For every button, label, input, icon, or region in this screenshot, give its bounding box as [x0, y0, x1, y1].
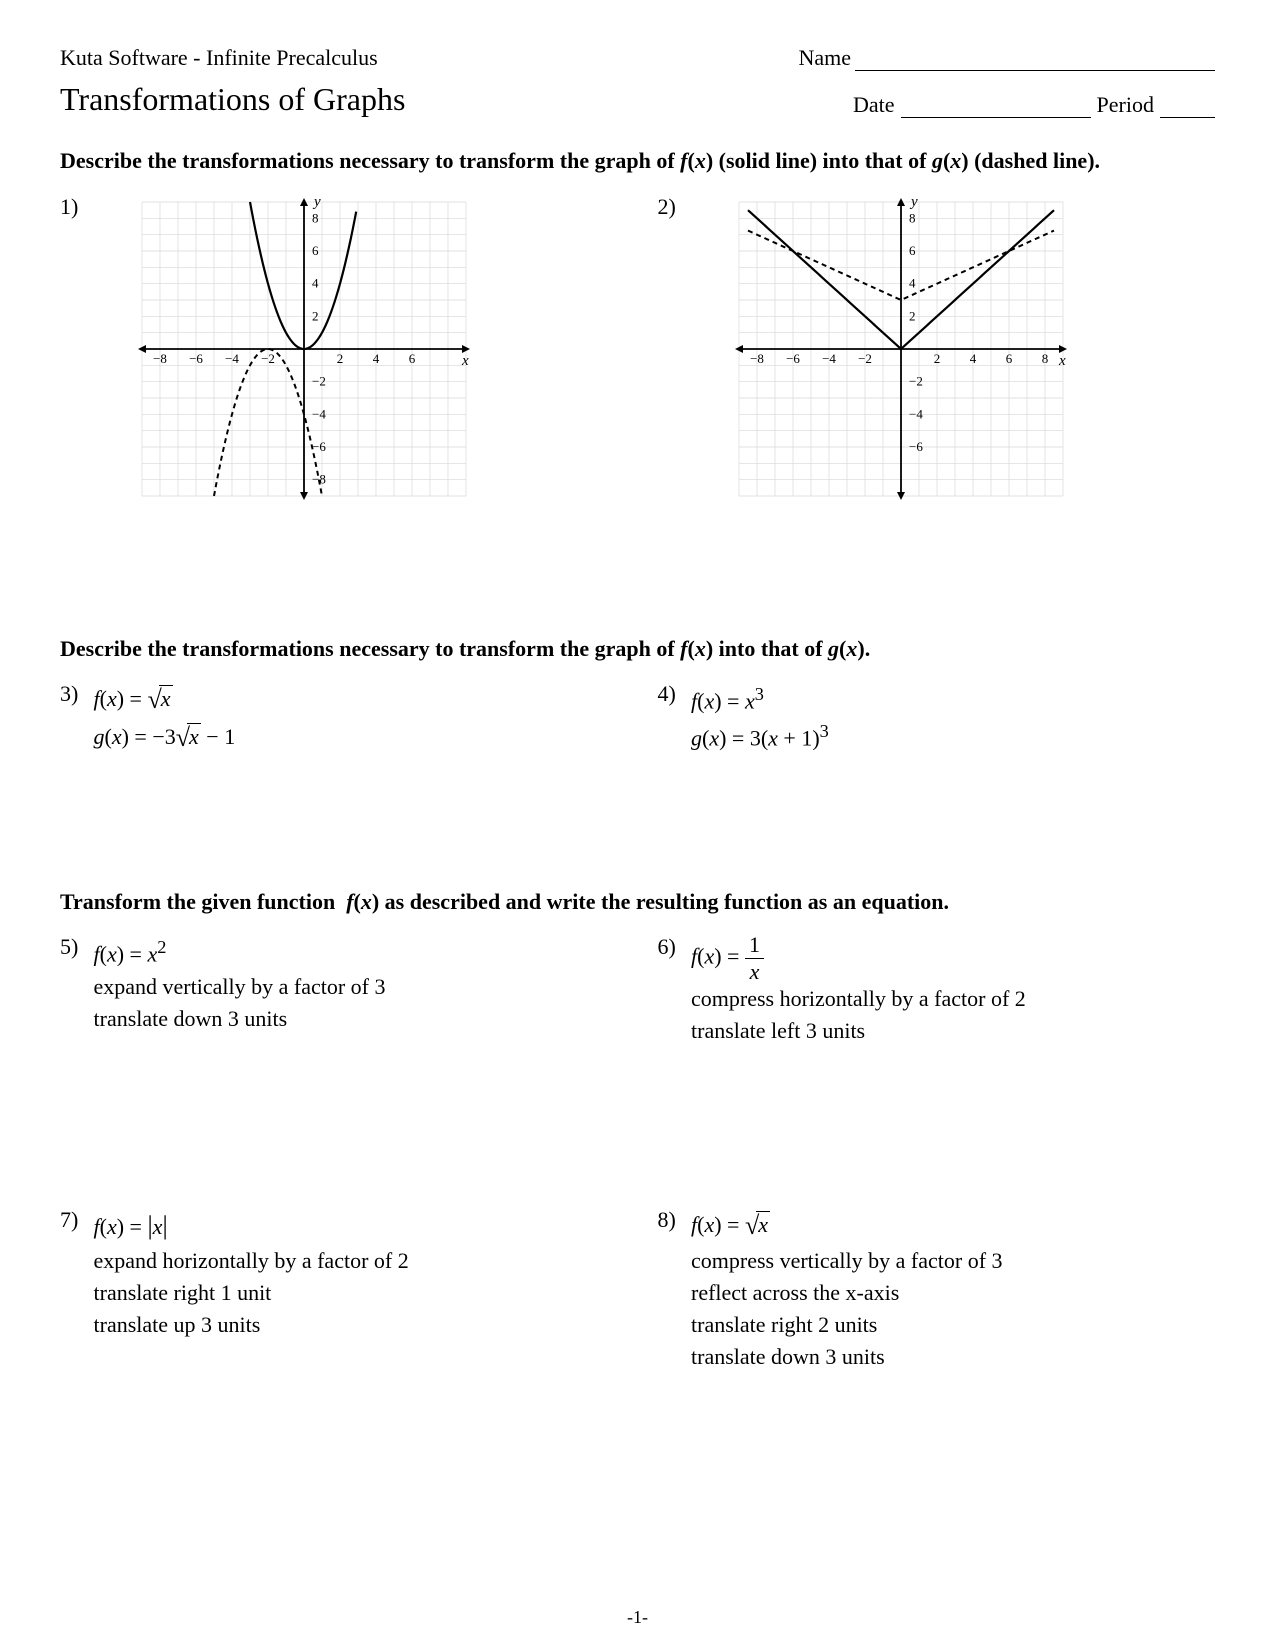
transform-line: compress horizontally by a factor of 2 [691, 983, 1026, 1015]
period-label: Period [1097, 92, 1154, 118]
name-blank-line[interactable] [855, 70, 1215, 71]
problem-number: 2) [658, 194, 686, 220]
name-label: Name [798, 45, 851, 71]
problem-3: 3) f(x) = √x g(x) = −3√x − 1 [60, 681, 618, 756]
svg-text:2: 2 [312, 308, 319, 323]
transform-row-1: 5) f(x) = x2 expand vertically by a fact… [60, 934, 1215, 1047]
svg-text:−2: −2 [261, 351, 275, 366]
svg-text:−4: −4 [225, 351, 239, 366]
name-field: Name [798, 45, 1215, 71]
transform-line: translate left 3 units [691, 1015, 1026, 1047]
svg-text:−2: −2 [858, 351, 872, 366]
svg-text:x: x [1058, 353, 1066, 369]
transform-line: translate down 3 units [94, 1003, 386, 1035]
svg-text:4: 4 [312, 275, 319, 290]
problem-number: 7) [60, 1207, 88, 1233]
x-italic: x [695, 148, 706, 173]
page-number: -1- [627, 1607, 648, 1628]
problem-4: 4) f(x) = x3 g(x) = 3(x + 1)3 [658, 681, 1216, 756]
svg-text:−2: −2 [312, 373, 326, 388]
fraction-denominator: x [745, 959, 764, 983]
svg-text:y: y [312, 194, 321, 210]
instr-text: (solid line) into that of [713, 148, 932, 173]
svg-text:−6: −6 [786, 351, 800, 366]
problem-8-body: f(x) = √x compress vertically by a facto… [691, 1207, 1003, 1372]
svg-text:4: 4 [909, 275, 916, 290]
transform-line: expand horizontally by a factor of 2 [94, 1245, 409, 1277]
page-title: Transformations of Graphs [60, 81, 405, 118]
title-row: Transformations of Graphs Date Period [60, 81, 1215, 118]
x-italic: x [950, 148, 961, 173]
svg-text:−8: −8 [153, 351, 167, 366]
svg-text:2: 2 [909, 308, 916, 323]
problem-number: 3) [60, 681, 88, 707]
svg-text:8: 8 [909, 210, 916, 225]
date-label: Date [853, 92, 895, 118]
graph-1: −8−6−4−22462468−2−4−6−8yx [134, 194, 474, 504]
problem-number: 5) [60, 934, 88, 960]
instr-text: (dashed line). [969, 148, 1100, 173]
transform-line: translate right 1 unit [94, 1277, 409, 1309]
header-row: Kuta Software - Infinite Precalculus Nam… [60, 45, 1215, 71]
problem-2: 2) −8 −6 −4 −2 2 4 6 8 2 4 6 8 −2 −4 −6 y x [658, 194, 1216, 504]
graph-2-container: −8 −6 −4 −2 2 4 6 8 2 4 6 8 −2 −4 −6 y x [731, 194, 1071, 504]
svg-text:−6: −6 [909, 439, 923, 454]
problem-7-body: f(x) = |x| expand horizontally by a fact… [94, 1207, 409, 1340]
transform-line: translate right 2 units [691, 1309, 1003, 1341]
problem-number: 4) [658, 681, 686, 707]
problem-6: 6) f(x) = 1x compress horizontally by a … [658, 934, 1216, 1047]
graph-problems-row: 1) −8 −6 −4 −2 2 4 6 2 4 6 8 −2 −4 −6 −8 y x 2) −8 −6 −4 −2… [60, 194, 1215, 504]
svg-text:4: 4 [372, 351, 379, 366]
transform-line: translate down 3 units [691, 1341, 1003, 1373]
problem-number: 6) [658, 934, 686, 960]
transform-line: reflect across the x-axis [691, 1277, 1003, 1309]
gx-italic: g [932, 148, 943, 173]
svg-text:y: y [909, 194, 918, 210]
problem-7: 7) f(x) = |x| expand horizontally by a f… [60, 1207, 618, 1372]
problem-number: 1) [60, 194, 88, 220]
svg-text:2: 2 [934, 351, 941, 366]
graph-1-container: −8−6−4−22462468−2−4−6−8yx [134, 194, 474, 504]
svg-text:2: 2 [336, 351, 343, 366]
svg-text:6: 6 [312, 243, 319, 258]
eq-problems-row: 3) f(x) = √x g(x) = −3√x − 1 4) f(x) = x… [60, 681, 1215, 756]
problem-4-body: f(x) = x3 g(x) = 3(x + 1)3 [691, 681, 829, 753]
transform-line: expand vertically by a factor of 3 [94, 971, 386, 1003]
transform-line: translate up 3 units [94, 1309, 409, 1341]
problem-5-body: f(x) = x2 expand vertically by a factor … [94, 934, 386, 1034]
instr-text: Describe the transformations necessary t… [60, 148, 680, 173]
svg-text:x: x [461, 353, 469, 369]
section2-instruction: Describe the transformations necessary t… [60, 634, 1215, 664]
svg-text:8: 8 [1042, 351, 1049, 366]
fraction-numerator: 1 [745, 934, 764, 959]
svg-text:4: 4 [970, 351, 977, 366]
transform-line: compress vertically by a factor of 3 [691, 1245, 1003, 1277]
svg-text:−6: −6 [312, 439, 326, 454]
graph-2: −8 −6 −4 −2 2 4 6 8 2 4 6 8 −2 −4 −6 y x [731, 194, 1071, 504]
svg-text:−4: −4 [822, 351, 836, 366]
problem-1: 1) −8−6−4−22462468−2−4−6−8yx [60, 194, 618, 504]
svg-text:−4: −4 [312, 406, 326, 421]
svg-text:6: 6 [1006, 351, 1013, 366]
problem-5: 5) f(x) = x2 expand vertically by a fact… [60, 934, 618, 1047]
problem-3-body: f(x) = √x g(x) = −3√x − 1 [94, 681, 236, 756]
svg-text:−4: −4 [909, 406, 923, 421]
fx-italic: f [680, 148, 687, 173]
svg-text:6: 6 [909, 243, 916, 258]
transform-row-2: 7) f(x) = |x| expand horizontally by a f… [60, 1207, 1215, 1372]
date-blank-line[interactable] [901, 117, 1091, 118]
problem-number: 8) [658, 1207, 686, 1233]
svg-text:−6: −6 [189, 351, 203, 366]
problem-8: 8) f(x) = √x compress vertically by a fa… [658, 1207, 1216, 1372]
problem-6-body: f(x) = 1x compress horizontally by a fac… [691, 934, 1026, 1047]
period-blank-line[interactable] [1160, 117, 1215, 118]
section3-instruction: Transform the given function f(x) as des… [60, 887, 1215, 917]
svg-text:−2: −2 [909, 373, 923, 388]
svg-text:8: 8 [312, 210, 319, 225]
section1-instruction: Describe the transformations necessary t… [60, 146, 1215, 176]
publisher: Kuta Software - Infinite Precalculus [60, 45, 378, 71]
svg-text:6: 6 [408, 351, 415, 366]
date-period: Date Period [853, 92, 1215, 118]
svg-text:−8: −8 [750, 351, 764, 366]
